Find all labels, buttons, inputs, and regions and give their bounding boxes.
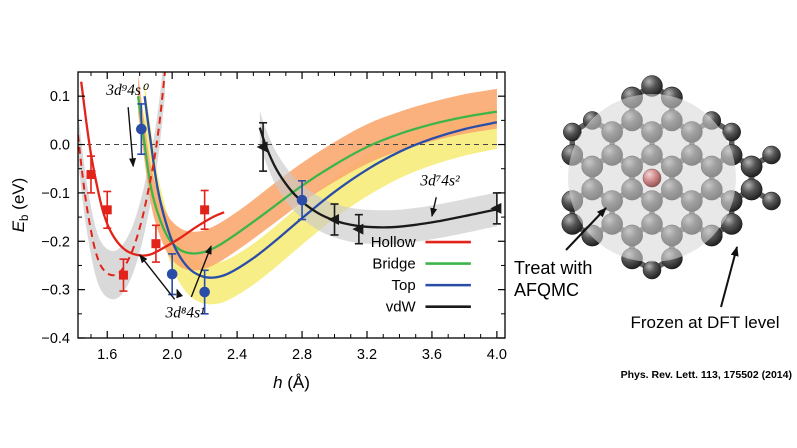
y-tick-label: −0.3 [41,283,70,299]
carbon-atom [740,155,763,178]
annotation-label: 3d⁸4s¹ [164,305,205,322]
carbon-atom [563,122,582,142]
plot-frame [77,71,506,339]
data-point-square [118,270,128,280]
hollow-dashed-curve [78,72,166,277]
data-point-circle [166,268,178,280]
bridge-uncertainty-band [138,74,497,271]
data-point-circle [136,123,147,135]
data-point-triangle [490,202,502,214]
hollow-dashed-uncertainty-band [78,72,165,300]
x-tick-label: 4.0 [487,347,507,363]
data-point-triangle [352,223,364,235]
carbon-atom [642,260,662,280]
bridge-curve [136,96,498,255]
annotation-arrow [176,288,183,299]
y-tick-label: −0.4 [41,331,70,347]
frozen-label: Frozen at DFT level [631,313,780,332]
treat-label-line2: AFQMC [514,280,579,300]
x-tick-label: 3.6 [422,347,442,363]
data-point-square [151,239,161,249]
y-tick-label: −0.1 [41,186,70,202]
x-tick-label: 2.4 [227,347,247,363]
binding-energy-chart: 1.6 2.0 2.4 2.8 3.2 3.6 4.0 0.1 0.0 −0.1 −0.2 −0.3 −… [9,71,507,392]
legend-label-bridge: Bridge [372,256,415,273]
cobalt-adatom [642,168,662,188]
annotation-arrow [139,254,176,300]
legend-label-hollow: Hollow [371,234,416,251]
data-point-triangle [256,141,268,153]
carbon-atom [762,145,781,165]
y-tick-label: 0.0 [50,138,70,154]
y-axis-label: Eb (eV) [9,178,31,233]
x-tick-label: 3.2 [357,347,377,363]
data-point-square [200,205,210,215]
frozen-arrow [720,246,739,308]
carbon-atom [722,122,741,142]
plot-legend: Hollow Bridge Top vdW [371,234,471,316]
cobalt-graphene-model: Treat with AFQMC Frozen at DFT level Phy… [514,75,792,381]
citation: Phys. Rev. Lett. 113, 175502 (2014) [621,369,792,381]
annotation-label: 3d⁷4s² [419,173,460,190]
x-axis-label: h (Å) [273,373,310,392]
carbon-atom [762,191,781,211]
plot-annotations: 3d⁹4s⁰ 3d⁷4s² 3d⁸4s¹ [105,82,460,321]
legend-label-top: Top [392,277,416,294]
annotation-arrow [127,107,137,168]
x-tick-label: 1.6 [97,347,117,363]
afqmc-data-points [86,103,502,315]
data-point-circle [296,194,308,206]
y-tick-label: −0.2 [41,234,70,250]
data-point-circle [199,286,210,298]
annotation-label: 3d⁹4s⁰ [105,82,150,99]
uncertainty-bands [78,72,497,305]
data-point-square [86,170,96,180]
treat-label-line1: Treat with [514,258,592,278]
annotation-arrow [190,245,212,298]
annotation-arrow [430,197,438,218]
y-tick-label: 0.1 [50,89,70,105]
x-tick-label: 2.0 [162,347,182,363]
vdw-curve [258,127,498,229]
data-point-triangle [328,214,340,226]
carbon-atom [740,178,763,201]
plot-axes: 1.6 2.0 2.4 2.8 3.2 3.6 4.0 0.1 0.0 −0.1 −0.2 −0.3 −… [9,71,507,392]
treat-arrow [565,207,607,251]
legend-label-vdw: vdW [386,299,417,316]
vdw-uncertainty-band [259,110,497,245]
x-tick-label: 2.8 [292,347,312,363]
data-point-square [102,205,112,215]
molecule-annotations: Treat with AFQMC Frozen at DFT level Phy… [514,207,792,381]
top-curve [143,96,498,279]
carbon-atom [641,75,663,97]
